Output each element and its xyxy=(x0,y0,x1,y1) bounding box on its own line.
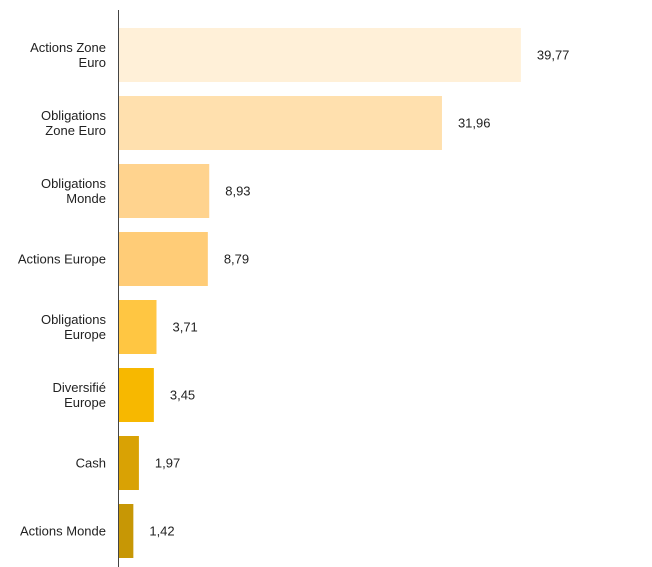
category-label-line: Obligations xyxy=(41,176,107,191)
category-label-line: Actions Zone xyxy=(30,40,106,55)
category-label-4: Obligations Europe xyxy=(41,312,107,342)
category-label-line: Euro xyxy=(79,55,106,70)
value-label-5: 3,45 xyxy=(170,388,195,403)
value-label-7: 1,42 xyxy=(149,524,174,539)
bar-4 xyxy=(119,300,157,354)
category-label-7: Actions Monde xyxy=(20,524,106,539)
category-label-1: Obligations Zone Euro xyxy=(41,108,107,138)
bar-5 xyxy=(119,368,154,422)
bars-group xyxy=(119,28,521,558)
category-label-line: Monde xyxy=(66,191,106,206)
category-label-line: Actions Europe xyxy=(18,252,106,267)
bar-0 xyxy=(119,28,521,82)
value-label-2: 8,93 xyxy=(225,184,250,199)
bar-2 xyxy=(119,164,210,218)
value-labels-group: 39,77 31,96 8,93 8,79 3,71 3,45 1,97 1,42 xyxy=(149,48,569,539)
category-label-line: Cash xyxy=(76,456,106,471)
value-label-3: 8,79 xyxy=(224,252,249,267)
value-label-6: 1,97 xyxy=(155,456,180,471)
category-label-line: Actions Monde xyxy=(20,524,106,539)
category-label-line: Europe xyxy=(64,395,106,410)
category-label-line: Obligations xyxy=(41,108,107,123)
category-label-2: Obligations Monde xyxy=(41,176,107,206)
category-label-6: Cash xyxy=(76,456,106,471)
category-label-line: Europe xyxy=(64,327,106,342)
category-label-0: Actions Zone Euro xyxy=(30,40,106,70)
bar-7 xyxy=(119,504,134,558)
category-label-line: Obligations xyxy=(41,312,107,327)
category-label-3: Actions Europe xyxy=(18,252,106,267)
category-label-line: Zone Euro xyxy=(45,123,106,138)
category-label-line: Diversifié xyxy=(53,380,106,395)
value-label-0: 39,77 xyxy=(537,48,570,63)
bar-1 xyxy=(119,96,442,150)
value-label-4: 3,71 xyxy=(172,320,197,335)
bar-6 xyxy=(119,436,139,490)
bar-3 xyxy=(119,232,208,286)
category-label-5: Diversifié Europe xyxy=(53,380,106,410)
value-label-1: 31,96 xyxy=(458,116,491,131)
